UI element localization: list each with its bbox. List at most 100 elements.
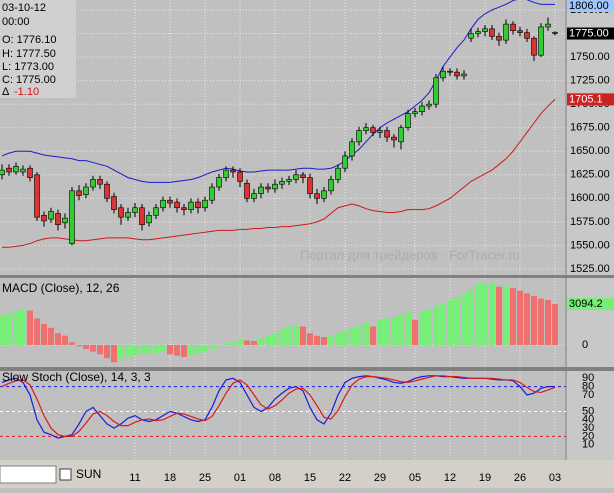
macd-bar bbox=[398, 314, 404, 346]
candle-body bbox=[111, 196, 117, 210]
y-tick-label: 1725.00 bbox=[570, 75, 610, 87]
high: H: 1777.50 bbox=[2, 48, 56, 60]
candle-body bbox=[398, 127, 404, 143]
candle-body bbox=[496, 36, 502, 41]
macd-value-label: 3094.2 bbox=[569, 298, 603, 310]
macd-bar bbox=[0, 315, 5, 346]
macd-bar bbox=[489, 282, 495, 346]
candle-body bbox=[223, 169, 229, 178]
candle-body bbox=[125, 212, 131, 218]
macd-bar bbox=[13, 310, 19, 346]
x-tick-label: 03 bbox=[549, 472, 561, 484]
candle-body bbox=[258, 186, 264, 194]
candle-body bbox=[419, 105, 425, 112]
x-tick-label: 25 bbox=[199, 472, 211, 484]
candle-body bbox=[216, 177, 222, 188]
candle-body bbox=[251, 193, 257, 199]
open: O: 1776.10 bbox=[2, 34, 56, 46]
candle-body bbox=[454, 71, 460, 77]
macd-bar bbox=[468, 289, 474, 346]
macd-bar bbox=[188, 345, 194, 356]
candle-body bbox=[76, 190, 82, 196]
candle-body bbox=[447, 70, 453, 73]
candle-body bbox=[153, 207, 159, 216]
macd-bar bbox=[517, 290, 523, 346]
macd-bar bbox=[321, 337, 327, 346]
candle-body bbox=[167, 199, 173, 204]
last-price-label-box bbox=[567, 27, 614, 40]
y-tick-label: 90 bbox=[582, 372, 594, 384]
band-label: 1705.1 bbox=[569, 93, 603, 105]
macd-bar bbox=[181, 345, 187, 357]
candle-body bbox=[328, 179, 334, 192]
candle-body bbox=[426, 103, 432, 107]
x-tick-label: 22 bbox=[339, 472, 351, 484]
candle-body bbox=[300, 174, 306, 178]
macd-bar bbox=[97, 345, 103, 355]
panel-separator bbox=[0, 275, 614, 278]
y-tick-label: 20 bbox=[582, 430, 594, 442]
candle-body bbox=[363, 127, 369, 131]
text-input[interactable] bbox=[0, 465, 57, 484]
candle-body bbox=[391, 136, 397, 141]
candle-body bbox=[0, 169, 5, 176]
macd-bar bbox=[55, 333, 61, 346]
candle-body bbox=[461, 73, 467, 77]
macd-bar bbox=[125, 345, 131, 357]
macd-bar bbox=[349, 327, 355, 346]
x-axis-bar bbox=[0, 460, 614, 488]
candle-body bbox=[195, 201, 201, 209]
candle-body bbox=[349, 141, 355, 157]
last-price-label: 1775.00 bbox=[569, 27, 609, 39]
macd-bar bbox=[69, 342, 75, 346]
candle-body bbox=[244, 182, 250, 199]
candle-body bbox=[48, 211, 54, 220]
macd-bar bbox=[230, 341, 236, 346]
macd-bar bbox=[244, 340, 250, 346]
time: 00:00 bbox=[2, 16, 30, 28]
macd-title: MACD (Close), 12, 26 bbox=[2, 281, 120, 295]
watermark: Портал для трейдеров - ForTracer.ru bbox=[300, 247, 520, 262]
macd-bar bbox=[286, 326, 292, 346]
candle-body bbox=[510, 23, 516, 32]
macd-bar bbox=[202, 345, 208, 352]
candle-body bbox=[188, 201, 194, 210]
low: L: 1773.00 bbox=[2, 61, 54, 73]
candle-body bbox=[160, 199, 166, 209]
candle-body bbox=[265, 186, 271, 190]
candle-body bbox=[342, 155, 348, 169]
candle-body bbox=[412, 111, 418, 114]
macd-bar bbox=[510, 288, 516, 346]
candle-body bbox=[482, 28, 488, 32]
candle-body bbox=[538, 26, 544, 56]
candle-body bbox=[377, 130, 383, 133]
band-label-box bbox=[567, 93, 614, 106]
stoch-title: Slow Stoch (Close), 14, 3, 3 bbox=[2, 370, 151, 384]
stoch-line bbox=[1, 375, 555, 439]
candle-body bbox=[279, 181, 285, 185]
macd-bar bbox=[167, 345, 173, 355]
macd-bar bbox=[223, 343, 229, 346]
macd-bar bbox=[41, 323, 47, 346]
candle-body bbox=[139, 207, 145, 226]
x-tick-label: 05 bbox=[409, 472, 421, 484]
y-tick-label: 50 bbox=[582, 405, 594, 417]
candle-body bbox=[6, 167, 12, 173]
y-tick-label: 10 bbox=[582, 439, 594, 451]
macd-bar bbox=[118, 345, 124, 360]
macd-bar bbox=[545, 299, 551, 346]
macd-bar bbox=[132, 345, 138, 356]
macd-bar bbox=[307, 333, 313, 346]
price-panel bbox=[0, 0, 558, 248]
macd-bar bbox=[76, 345, 82, 347]
candle-body bbox=[321, 190, 327, 199]
ohlc-box bbox=[0, 0, 76, 98]
y-tick-label: 0 bbox=[582, 339, 588, 351]
candle-body bbox=[272, 183, 278, 190]
macd-bar bbox=[6, 313, 12, 346]
checkbox[interactable] bbox=[59, 468, 72, 481]
candle-body bbox=[531, 37, 537, 56]
candle-body bbox=[174, 201, 180, 209]
